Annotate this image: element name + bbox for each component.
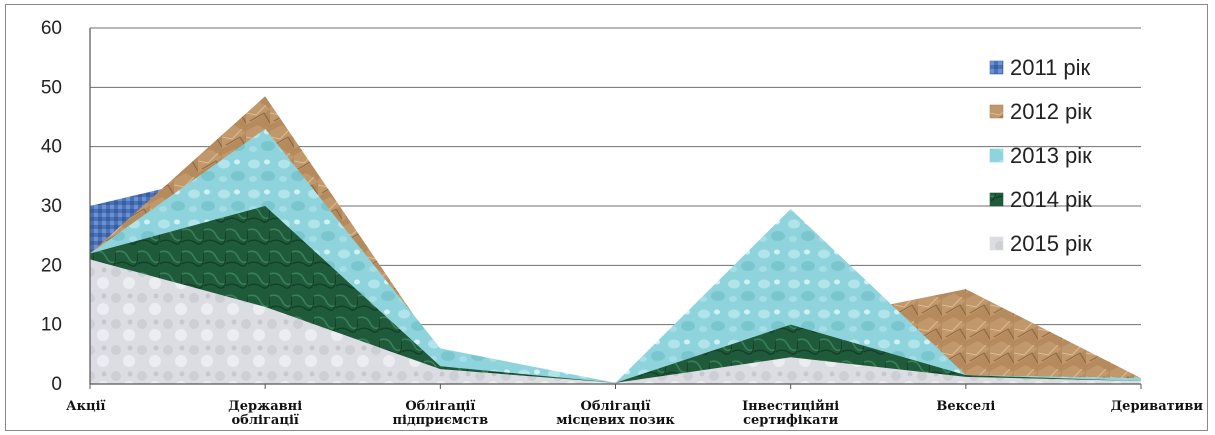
x-tick-label: Облігації bbox=[581, 399, 651, 414]
legend-swatch bbox=[989, 104, 1004, 119]
x-tick-label: Деривативи bbox=[1111, 399, 1204, 414]
x-tick-label: Державні bbox=[228, 399, 302, 414]
x-tick-label: облігації bbox=[232, 413, 299, 428]
legend-label: 2011 рік bbox=[1010, 55, 1091, 80]
y-tick-label: 20 bbox=[41, 255, 62, 276]
legend: 2011 рік 2012 рік 2013 рік 2014 рік 2015 рік bbox=[989, 55, 1092, 256]
area-series-2015-рік bbox=[90, 259, 1141, 384]
y-tick-label: 50 bbox=[41, 77, 62, 98]
y-tick-label: 60 bbox=[41, 18, 62, 39]
x-tick-label: Акції bbox=[66, 399, 106, 414]
y-tick-label: 10 bbox=[41, 315, 62, 336]
y-tick-label: 0 bbox=[51, 374, 62, 395]
y-tick-label: 40 bbox=[41, 137, 62, 158]
legend-label: 2013 рік bbox=[1010, 143, 1092, 168]
legend-swatch bbox=[989, 60, 1004, 75]
x-tick-label: Облігації bbox=[405, 399, 475, 414]
y-tick-label: 30 bbox=[41, 196, 62, 217]
area-series bbox=[90, 96, 1141, 384]
x-tick-label: Векселі bbox=[936, 399, 995, 414]
legend-swatch bbox=[989, 148, 1004, 163]
legend-label: 2014 рік bbox=[1010, 187, 1092, 212]
legend-swatch bbox=[989, 236, 1004, 251]
legend-label: 2012 рік bbox=[1010, 99, 1092, 124]
x-tick-label: місцевих позик bbox=[556, 413, 675, 428]
legend-swatch bbox=[989, 192, 1004, 207]
x-tick-label: сертифікати bbox=[743, 413, 839, 428]
x-tick-label: підприємств bbox=[393, 413, 489, 428]
legend-label: 2015 рік bbox=[1010, 231, 1092, 256]
x-tick-label: Інвестиційні bbox=[742, 399, 839, 414]
chart-frame: 0 10 20 30 40 50 60 Акції Державні облігації Обліг… bbox=[5, 4, 1208, 431]
